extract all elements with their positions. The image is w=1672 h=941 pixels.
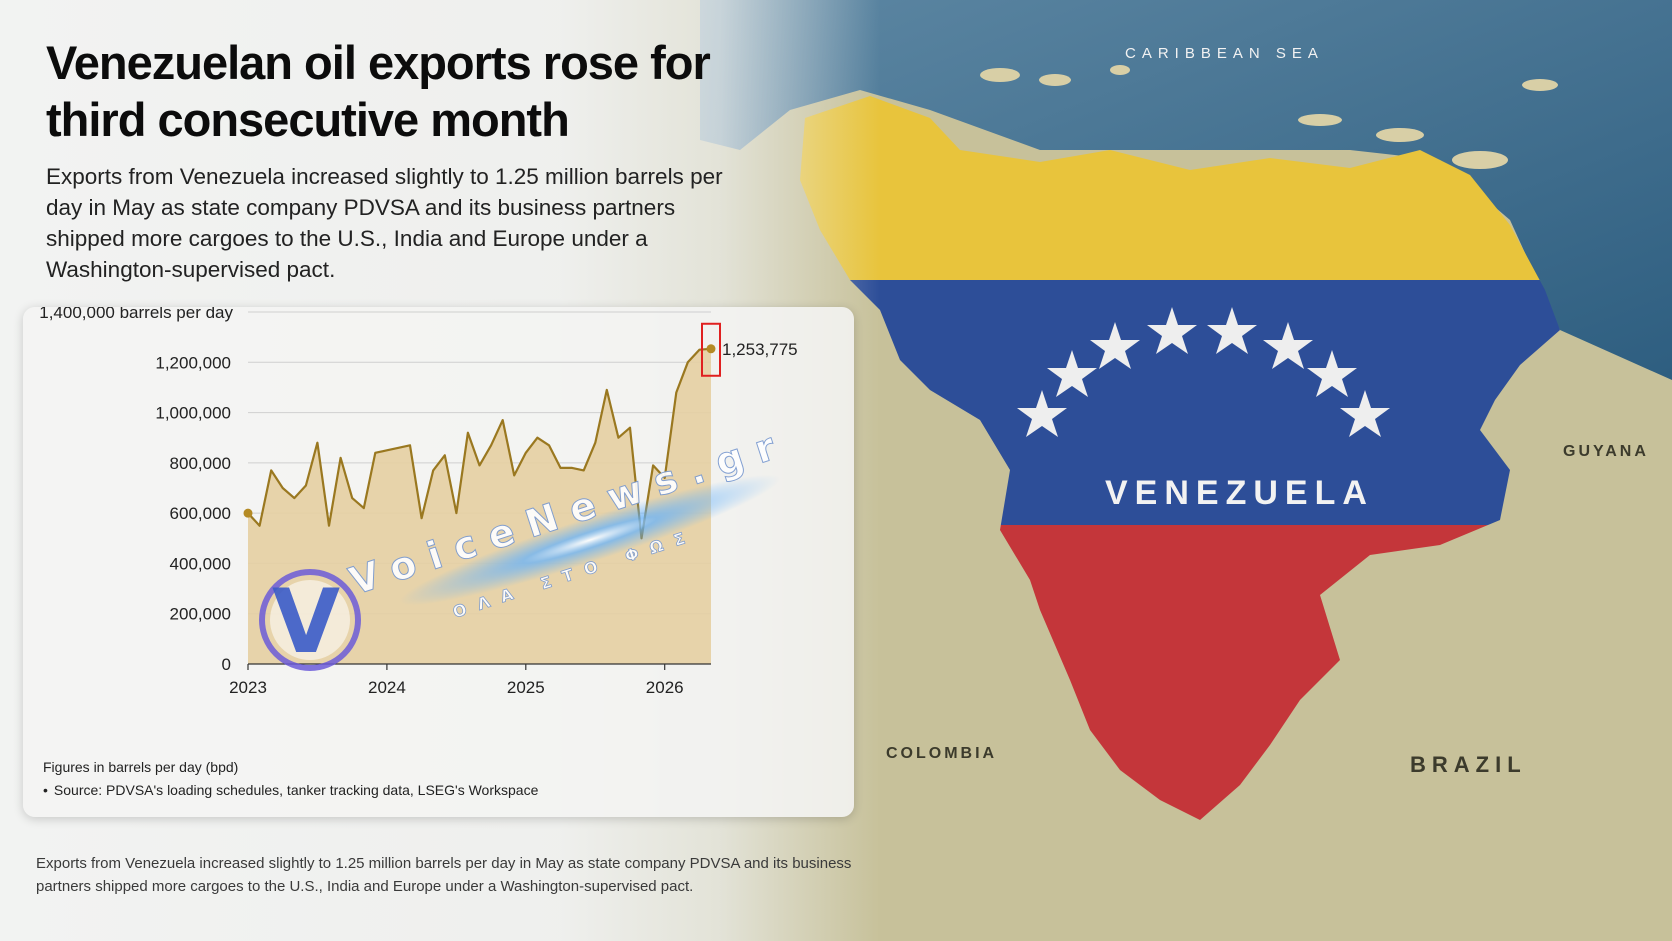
source-bullet: • bbox=[43, 782, 48, 798]
chart-note: Figures in barrels per day (bpd) bbox=[43, 759, 239, 775]
sea-label: CARIBBEAN SEA bbox=[1125, 45, 1324, 62]
y-tick-label: 1,200,000 bbox=[155, 353, 231, 372]
chart-source: • Source: PDVSA's loading schedules, tank… bbox=[43, 782, 538, 798]
y-tick-label: 1,000,000 bbox=[155, 404, 231, 423]
x-tick-labels: 2023 2024 2025 2026 bbox=[229, 678, 684, 697]
x-tick-label: 2025 bbox=[507, 678, 545, 697]
chart-markers: 1,253,775 bbox=[243, 322, 798, 518]
x-tick-label: 2026 bbox=[646, 678, 684, 697]
end-value-label: 1,253,775 bbox=[722, 340, 798, 359]
end-point bbox=[706, 344, 716, 354]
chart-axis bbox=[247, 663, 711, 670]
y-tick-label: 800,000 bbox=[170, 454, 231, 473]
y-tick-label: 400,000 bbox=[170, 554, 231, 573]
neighbor-label-guyana: GUYANA bbox=[1563, 443, 1649, 460]
x-tick-label: 2023 bbox=[229, 678, 267, 697]
chart: 1,400,000 barrels per day 1,200,000 1,000,… bbox=[39, 307, 798, 697]
x-tick-label: 2024 bbox=[368, 678, 406, 697]
country-label: VENEZUELA bbox=[1105, 474, 1374, 512]
intro-text: Exports from Venezuela increased slightl… bbox=[46, 164, 723, 282]
source-text: Source: PDVSA's loading schedules, tanke… bbox=[53, 782, 539, 798]
y-tick-label: 0 bbox=[222, 655, 231, 674]
chart-area bbox=[248, 348, 711, 664]
neighbor-label-brazil: BRAZIL bbox=[1410, 752, 1527, 777]
y-tick-labels: 1,400,000 barrels per day 1,200,000 1,000,… bbox=[39, 307, 233, 674]
chart-series-line bbox=[247, 347, 712, 540]
y-tick-label: 600,000 bbox=[170, 504, 231, 523]
y-tick-label: 200,000 bbox=[170, 605, 231, 624]
start-point bbox=[243, 508, 253, 518]
page-title: Venezuelan oil exports rose for third co… bbox=[46, 36, 711, 146]
y-tick-label: 1,400,000 barrels per day bbox=[39, 307, 233, 322]
footer-text: Exports from Venezuela increased slightl… bbox=[36, 855, 852, 895]
neighbor-label-colombia: COLOMBIA bbox=[886, 745, 997, 762]
highlight-box bbox=[701, 322, 721, 377]
chart-card: 1,400,000 barrels per day 1,200,000 1,000,… bbox=[23, 307, 854, 817]
